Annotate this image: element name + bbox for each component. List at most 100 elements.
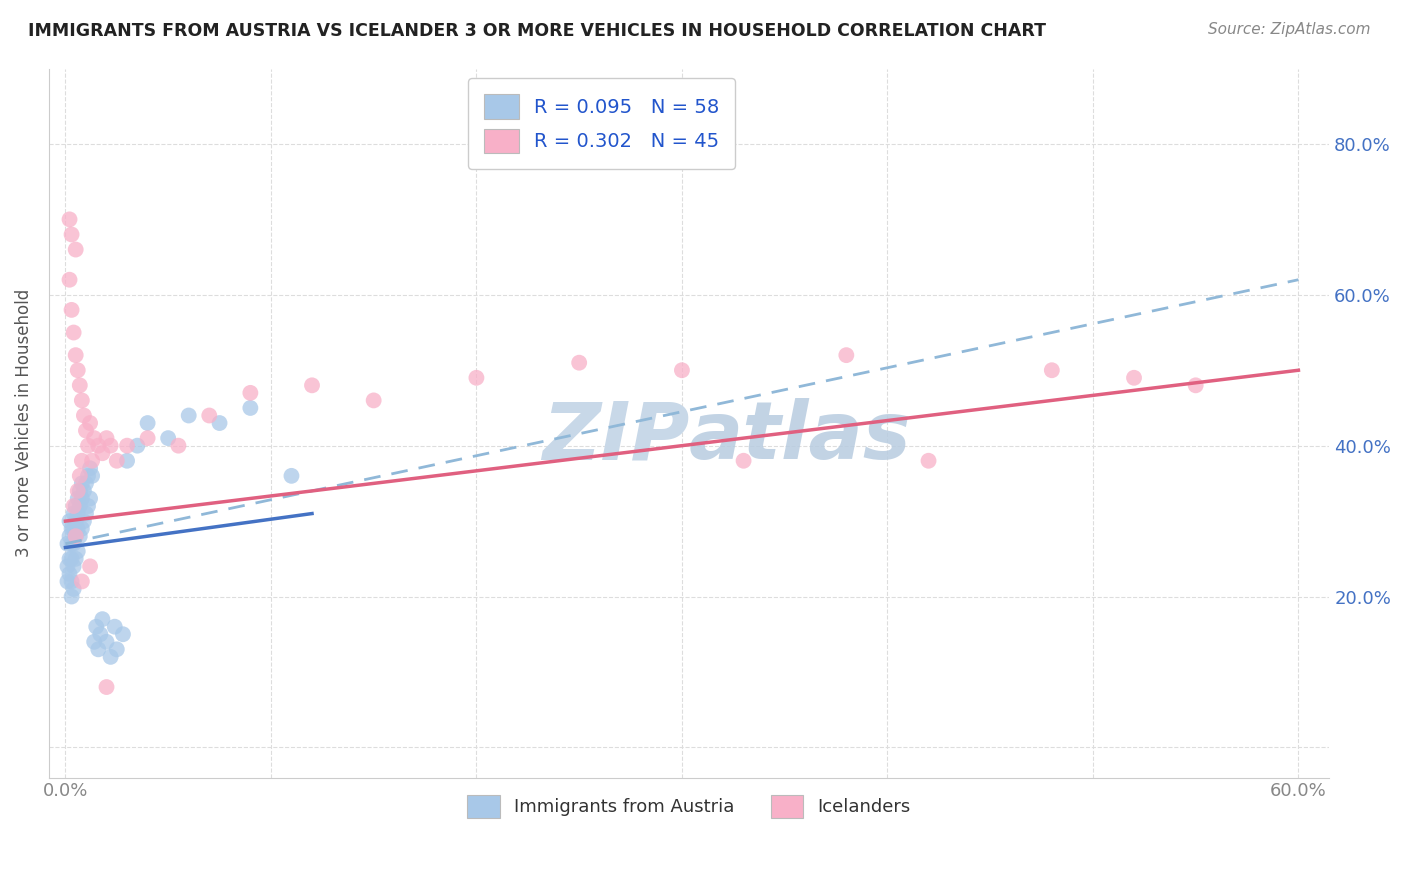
Point [60,227,83,242]
Point [66,522,89,536]
Point [73,514,96,528]
Point [62,537,84,551]
Point [60,590,83,604]
Point [87,642,110,657]
Point [69,499,91,513]
Point [69,483,91,498]
Point [62,499,84,513]
Point [1184,378,1206,392]
Point [70,393,93,408]
Point [65,499,87,513]
Point [70,491,93,506]
Point [62,559,84,574]
Point [69,378,91,392]
Point [465,371,488,385]
Point [91,612,114,626]
Point [79,559,101,574]
Point [79,491,101,506]
Point [70,476,93,491]
Point [79,416,101,430]
Point [58,551,80,566]
Point [1123,371,1146,385]
Point [65,348,87,362]
Point [69,468,91,483]
Point [56,574,79,589]
Point [105,642,128,657]
Text: ZIP: ZIP [541,398,689,476]
Point [60,302,83,317]
Point [671,363,693,377]
Point [77,499,100,513]
Point [115,454,138,468]
Point [239,385,262,400]
Point [239,401,262,415]
Point [66,483,89,498]
Text: atlas: atlas [689,398,912,476]
Point [83,431,105,445]
Point [136,431,159,445]
Point [56,537,79,551]
Point [65,514,87,528]
Point [82,454,104,468]
Point [100,649,122,664]
Point [58,529,80,543]
Text: IMMIGRANTS FROM AUSTRIA VS ICELANDER 3 OR MORE VEHICLES IN HOUSEHOLD CORRELATION: IMMIGRANTS FROM AUSTRIA VS ICELANDER 3 O… [28,22,1046,40]
Point [127,439,149,453]
Point [1040,363,1063,377]
Point [91,446,114,460]
Point [62,522,84,536]
Point [65,243,87,257]
Point [66,363,89,377]
Point [60,551,83,566]
Point [79,461,101,475]
Point [62,582,84,596]
Point [58,273,80,287]
Point [167,439,190,453]
Point [75,476,97,491]
Point [363,393,385,408]
Point [77,439,100,453]
Point [89,627,111,641]
Point [82,468,104,483]
Point [58,212,80,227]
Point [177,409,200,423]
Point [70,522,93,536]
Point [65,529,87,543]
Point [66,507,89,521]
Point [65,551,87,566]
Point [73,409,96,423]
Point [66,491,89,506]
Point [87,439,110,453]
Point [157,431,180,445]
Text: Source: ZipAtlas.com: Source: ZipAtlas.com [1208,22,1371,37]
Point [733,454,755,468]
Legend: Immigrants from Austria, Icelanders: Immigrants from Austria, Icelanders [460,788,918,825]
Point [835,348,858,362]
Point [104,620,127,634]
Point [568,356,591,370]
Point [280,468,302,483]
Point [96,680,118,694]
Point [58,514,80,528]
Point [917,454,939,468]
Point [70,574,93,589]
Y-axis label: 3 or more Vehicles in Household: 3 or more Vehicles in Household [15,289,32,558]
Point [198,409,221,423]
Point [115,439,138,453]
Point [96,431,118,445]
Point [56,559,79,574]
Point [77,468,100,483]
Point [70,454,93,468]
Point [58,566,80,581]
Point [60,522,83,536]
Point [60,574,83,589]
Point [60,537,83,551]
Point [62,507,84,521]
Point [69,529,91,543]
Point [73,483,96,498]
Point [105,454,128,468]
Point [301,378,323,392]
Point [100,439,122,453]
Point [208,416,231,430]
Point [83,634,105,648]
